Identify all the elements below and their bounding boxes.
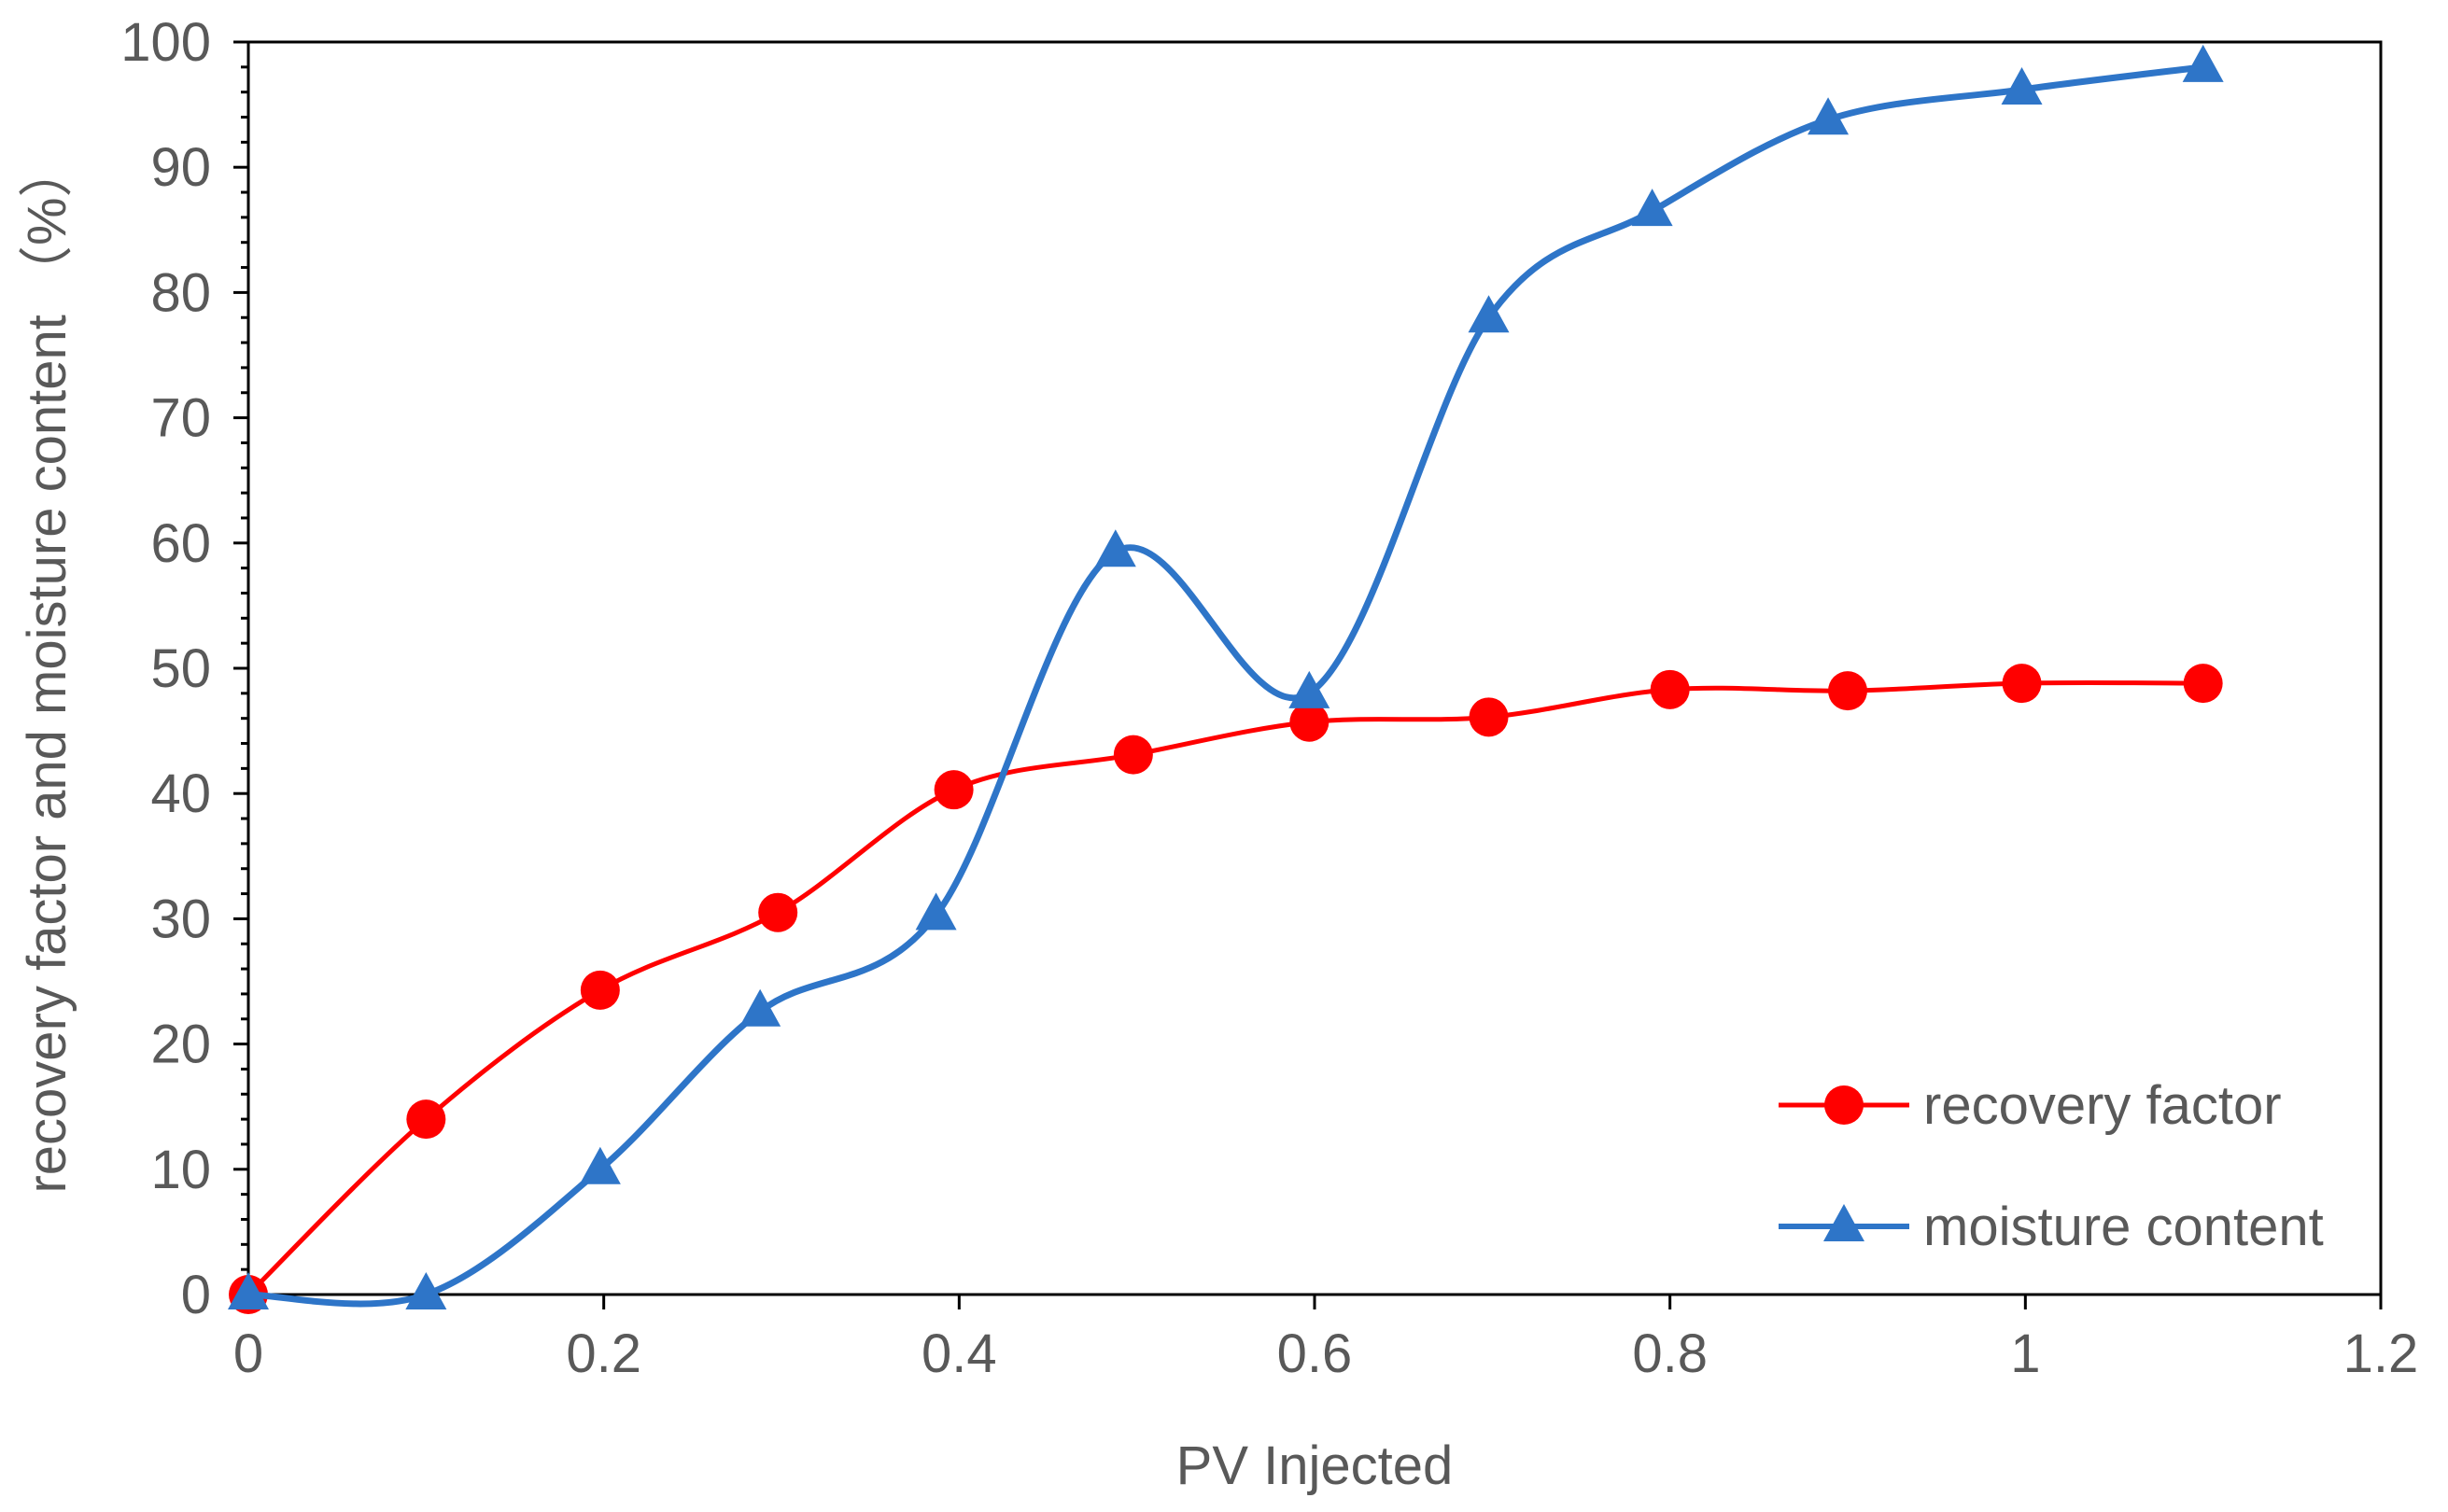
x-tick-label: 0.6 [1277, 1323, 1353, 1384]
x-tick-label: 1 [2010, 1323, 2040, 1384]
y-tick-label: 40 [150, 763, 211, 824]
y-tick-label: 10 [150, 1140, 211, 1200]
x-tick-label: 0.8 [1632, 1323, 1708, 1384]
data-point-moisture-content [2182, 44, 2224, 82]
data-point-moisture-content [1468, 295, 1510, 333]
y-tick-label: 80 [150, 262, 211, 323]
data-point-moisture-content [405, 1272, 447, 1309]
data-point-recovery-factor [1469, 697, 1509, 737]
legend: recovery factor moisture content [1779, 1075, 2324, 1257]
data-point-moisture-content [1631, 189, 1673, 227]
y-tick-label: 70 [150, 388, 211, 449]
y-tick-label: 30 [150, 889, 211, 949]
legend-marker-moisture-content [1823, 1204, 1864, 1241]
x-axis-ticks: 0 0.2 0.4 0.6 0.8 1 1.2 [233, 1295, 2418, 1384]
y-axis-ticks: 0 10 20 30 40 50 60 70 80 90 100 [120, 12, 248, 1325]
data-point-recovery-factor [580, 970, 620, 1010]
data-point-moisture-content [228, 1272, 269, 1309]
y-tick-label: 0 [181, 1265, 211, 1325]
x-axis-title: PV Injected [1176, 1435, 1454, 1496]
legend-label-recovery-factor: recovery factor [1923, 1075, 2282, 1136]
data-point-recovery-factor [1289, 702, 1330, 742]
y-tick-label: 50 [150, 638, 211, 699]
y-tick-label: 20 [150, 1015, 211, 1075]
data-point-moisture-content [1094, 529, 1136, 567]
legend-marker-recovery-factor [1824, 1085, 1864, 1125]
y-tick-label: 60 [150, 513, 211, 574]
x-tick-label: 0.4 [922, 1323, 997, 1384]
y-tick-label: 90 [150, 137, 211, 198]
data-point-moisture-content [579, 1146, 621, 1184]
series-line-recovery-factor [246, 680, 2203, 1296]
data-point-recovery-factor [2002, 664, 2042, 704]
series-layer [228, 44, 2224, 1314]
data-point-recovery-factor [2183, 664, 2223, 704]
y-tick-label: 100 [120, 12, 211, 73]
x-tick-label: 0.2 [566, 1323, 641, 1384]
data-point-recovery-factor [1113, 735, 1153, 775]
data-point-moisture-content [2001, 66, 2043, 105]
y-axis-title: recovery factor and moisture content （%） [17, 143, 77, 1193]
series-line-moisture-content [247, 63, 2204, 1308]
data-point-recovery-factor [934, 770, 974, 810]
data-point-recovery-factor [406, 1099, 446, 1140]
legend-label-moisture-content: moisture content [1923, 1197, 2324, 1257]
data-point-recovery-factor [1650, 669, 1690, 709]
x-tick-label: 1.2 [2343, 1323, 2419, 1384]
x-tick-label: 0 [233, 1323, 263, 1384]
data-point-moisture-content [739, 988, 781, 1027]
data-point-recovery-factor [1828, 671, 1867, 711]
data-point-moisture-content [1288, 670, 1330, 708]
data-point-moisture-content [915, 892, 957, 931]
data-point-moisture-content [1808, 97, 1850, 135]
data-point-recovery-factor [758, 892, 798, 932]
